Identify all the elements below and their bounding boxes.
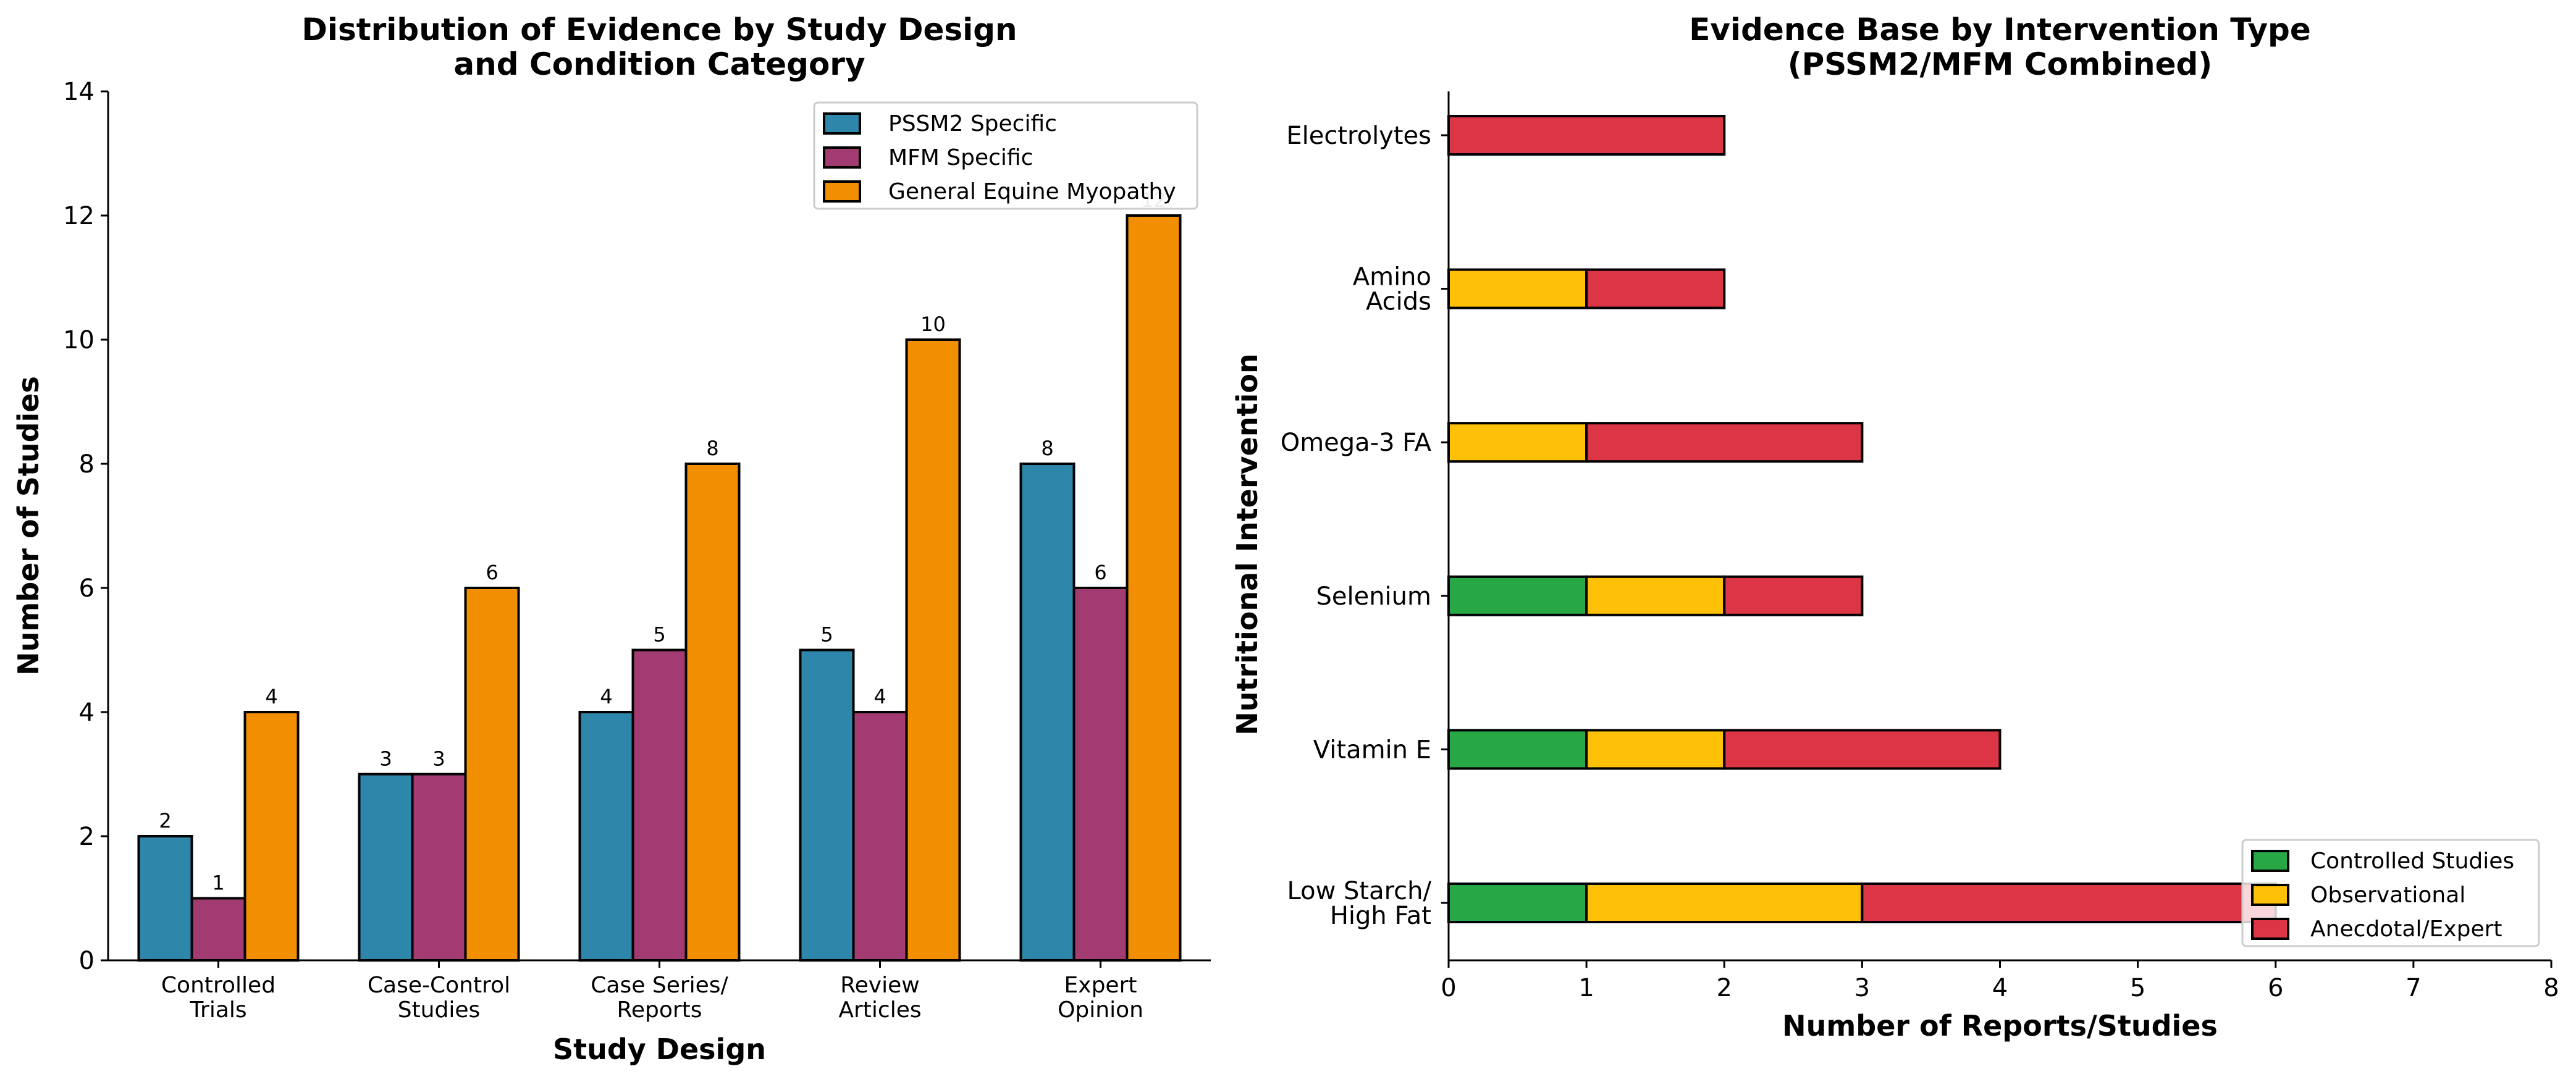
x-tick-label: 7 (2406, 974, 2421, 1002)
bar (464, 587, 520, 962)
bar-value-label: 5 (653, 623, 665, 647)
legend-label: General Equine Myopathy (888, 179, 1176, 204)
bar-value-label: 8 (706, 437, 718, 460)
legend-label: Observational (2310, 883, 2465, 908)
legend-label: PSSM2 Specific (888, 111, 1057, 136)
y-tick-label: 0 (79, 947, 95, 975)
x-tick-label: 8 (2543, 974, 2559, 1002)
right-chart: Evidence Base by Intervention Type (PSSM2… (1231, 12, 2559, 1042)
legend-swatch (823, 180, 861, 203)
bar-value-label: 4 (265, 685, 277, 708)
bar (1126, 214, 1182, 962)
legend-box (813, 101, 1198, 210)
x-tick-label: 5 (2130, 974, 2145, 1002)
legend-box (2241, 839, 2540, 947)
bar-value-label: 8 (1041, 437, 1053, 460)
x-axis-title: Number of Reports/Studies (1782, 1009, 2218, 1042)
legend-swatch (2251, 884, 2289, 906)
x-tick-label: Controlled Trials (161, 973, 276, 1023)
x-tick-label: 3 (1854, 974, 1870, 1002)
x-tick-label: 1 (1578, 974, 1594, 1002)
bar-segment (1861, 883, 2277, 923)
bar-segment (1447, 575, 1588, 616)
legend-swatch (823, 112, 861, 135)
bar-segment (1585, 883, 1864, 923)
x-axis-title: Study Design (553, 1033, 766, 1066)
bar (1019, 463, 1075, 962)
y-tick-label: Selenium (1316, 582, 1431, 611)
legend-label: Controlled Studies (2310, 849, 2514, 874)
left-chart: Distribution of Evidence by Study Design… (12, 12, 1211, 1066)
bar-segment (1447, 729, 1588, 770)
y-axis-title: Number of Studies (12, 376, 45, 676)
bar-value-label: 6 (486, 561, 498, 584)
legend-label: Anecdotal/Expert (2310, 916, 2502, 942)
bar (1072, 587, 1129, 962)
y-tick-label: 12 (63, 202, 95, 230)
chart-title: Evidence Base by Intervention Type (PSSM2… (1689, 12, 2311, 82)
y-tick-label: Vitamin E (1313, 736, 1431, 764)
bar (631, 648, 688, 962)
bar (190, 897, 246, 962)
bar-segment (1723, 575, 1864, 616)
bar-value-label: 10 (920, 312, 946, 336)
y-tick-label: Electrolytes (1286, 122, 1431, 150)
bar-segment (1585, 729, 1726, 770)
y-tick-label: 10 (63, 326, 95, 354)
bar (905, 338, 961, 962)
bar-segment (1585, 575, 1726, 616)
x-tick-label: Case-Control Studies (368, 973, 510, 1023)
y-tick-label: Low Starch/High Fat (1287, 877, 1432, 930)
bar-value-label: 1 (212, 871, 224, 895)
bar (411, 773, 467, 962)
bar-segment (1723, 729, 2001, 770)
bar-value-label: 3 (379, 747, 392, 771)
legend-label: MFM Specific (888, 145, 1033, 170)
bar-segment (1447, 115, 1726, 156)
bar (852, 711, 908, 962)
bar (799, 648, 855, 962)
bar-segment (1447, 422, 1588, 463)
y-tick-label: 4 (79, 698, 95, 727)
y-tick-label: Amino Acids (1353, 263, 1431, 316)
bar-segment (1585, 268, 1726, 309)
bar-segment (1447, 268, 1588, 309)
bar-value-label: 5 (820, 623, 833, 647)
x-tick-label: 6 (2268, 974, 2283, 1002)
bar (684, 463, 741, 962)
bar (137, 835, 193, 962)
y-axis-title: Nutritional Intervention (1231, 353, 1264, 735)
y-tick-label: 2 (79, 823, 95, 851)
legend-swatch (2251, 850, 2289, 872)
chart-title: Distribution of Evidence by Study Design… (301, 12, 1017, 82)
y-tick-label: 14 (63, 78, 95, 106)
bar-value-label: 3 (432, 747, 445, 771)
x-tick-label: 0 (1441, 974, 1456, 1002)
bar-value-label: 4 (873, 685, 886, 708)
bar (243, 711, 300, 962)
x-tick-label: 4 (1992, 974, 2008, 1002)
y-tick-label: Omega-3 FA (1281, 429, 1432, 457)
x-tick-label: Review Articles (838, 973, 921, 1023)
y-tick-label: 6 (79, 574, 95, 603)
x-tick-label: Expert Opinion (1058, 973, 1143, 1023)
x-tick-label: 2 (1717, 974, 1732, 1002)
bar-segment (1585, 422, 1864, 463)
legend-swatch (823, 146, 861, 169)
bar-value-label: 4 (600, 685, 612, 708)
bar-value-label: 2 (159, 809, 171, 832)
legend-swatch (2251, 918, 2289, 940)
bar-segment (1447, 883, 1588, 923)
bar (358, 773, 414, 962)
x-tick-label: Case Series/Reports (591, 973, 728, 1023)
bar (578, 711, 634, 962)
bar-value-label: 6 (1094, 561, 1106, 584)
y-tick-label: 8 (79, 450, 95, 479)
